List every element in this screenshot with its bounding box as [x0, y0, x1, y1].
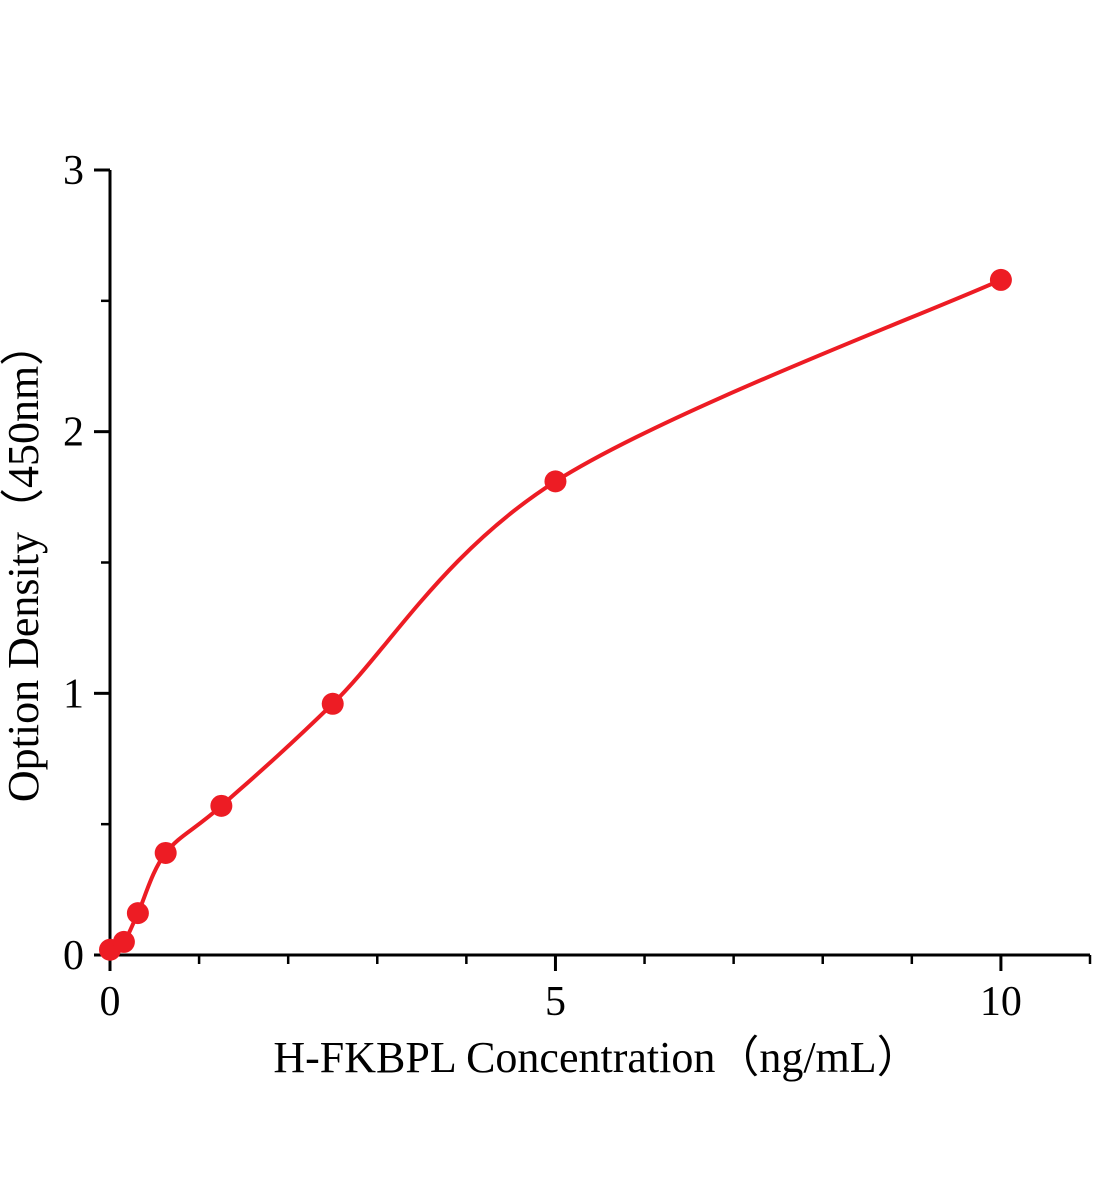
y-tick-label: 1 — [63, 671, 84, 717]
data-point — [154, 841, 177, 864]
x-axis-title: H-FKBPL Concentration（ng/mL） — [273, 1033, 920, 1082]
x-tick-label: 10 — [980, 979, 1022, 1025]
x-tick-label: 0 — [100, 979, 121, 1025]
x-tick-label: 5 — [545, 979, 566, 1025]
data-point — [321, 692, 344, 715]
y-tick-label: 0 — [63, 933, 84, 979]
data-points-group — [99, 268, 1012, 961]
data-point — [210, 794, 233, 817]
data-point — [112, 930, 135, 953]
fit-curve-group — [108, 277, 1003, 952]
y-tick-label: 3 — [63, 148, 84, 194]
axes-group — [108, 170, 1090, 957]
y-tick-label: 2 — [63, 410, 84, 456]
ticks-group — [94, 168, 1092, 971]
data-point — [989, 268, 1012, 291]
data-point — [126, 902, 149, 925]
data-point — [544, 470, 567, 493]
tick-labels-group: 0 5 10 0 1 2 3 — [63, 148, 1022, 1025]
y-axis-title: Option Density（450nm） — [0, 322, 48, 802]
fit-curve — [108, 277, 1003, 952]
